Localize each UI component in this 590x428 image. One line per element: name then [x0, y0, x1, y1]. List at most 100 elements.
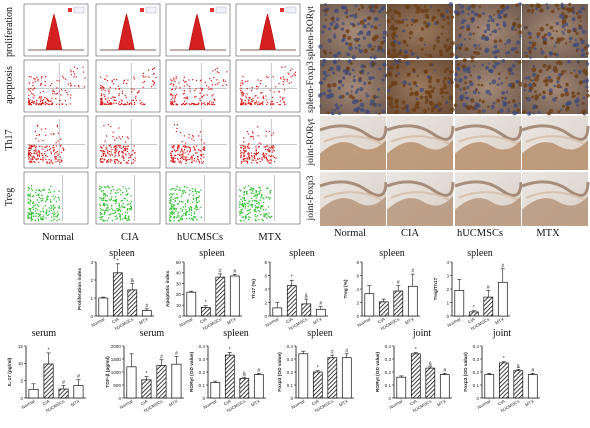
x-tick-label: Normal — [357, 317, 372, 328]
significance-mark: * — [146, 371, 148, 377]
ihc-col-label-mtx: MTX — [536, 228, 560, 239]
y-tick-label: 500 — [113, 383, 121, 388]
flow-panel — [23, 115, 89, 169]
flow-panel — [235, 3, 301, 57]
bar — [513, 370, 524, 399]
y-tick-label: 0.2 — [287, 370, 294, 375]
chart-title-r2c6: joint — [492, 328, 512, 339]
y-tick-label: 0 — [356, 314, 359, 319]
ihc-tile — [454, 116, 523, 170]
y-tick-label: 1000 — [111, 370, 122, 375]
ihc-tile — [319, 172, 388, 226]
bar — [200, 307, 211, 317]
significance-mark: * — [48, 347, 50, 353]
y-tick-label: 8 — [264, 260, 267, 265]
significance-mark: & — [517, 364, 521, 370]
y-tick-label: 0 — [202, 396, 205, 401]
bar — [454, 290, 465, 317]
y-tick-label: 6 — [356, 273, 359, 278]
y-tick-label: 4 — [264, 287, 267, 292]
bar — [43, 363, 54, 399]
ihc-col-label-cia: CIA — [401, 228, 420, 239]
bar — [112, 272, 123, 317]
x-tick-label: CIA — [467, 317, 476, 325]
y-tick-label: 50 — [176, 260, 182, 265]
ihc-tile — [522, 2, 590, 60]
chart-title-r2c5: joint — [412, 328, 432, 339]
significance-mark: & — [429, 361, 433, 367]
flow-panel — [95, 3, 161, 57]
bar — [527, 374, 538, 399]
flow-panel — [23, 59, 89, 113]
significance-mark: * — [291, 275, 293, 281]
x-tick-label: CIA — [409, 399, 418, 407]
bar-chart: 0 0.1 0.2 0.3 0.4 Foxp3 (OD value) Normal * CIA &… — [463, 344, 540, 413]
y-tick-label: 0.1 — [473, 383, 480, 388]
chart-title-r1c1: spleen — [109, 248, 135, 259]
y-tick-label: 0 — [446, 314, 449, 319]
flow-panel — [165, 3, 231, 57]
x-tick-label: MTX — [338, 399, 349, 408]
ihc-row-labels: spleen-RORγt spleen-Foxp3 joint-RORγt jo… — [306, 6, 316, 222]
chart-title-r2c4: spleen — [307, 328, 333, 339]
y-axis-label: Foxp3 (OD value) — [277, 352, 283, 392]
y-axis-label: Treg (%) — [343, 279, 349, 298]
x-tick-label: MTX — [312, 317, 323, 326]
x-tick-label: CIA — [377, 317, 386, 325]
bar — [327, 357, 338, 399]
chart-title-r2c2: serum — [140, 328, 165, 339]
x-tick-label: Normal — [21, 399, 36, 410]
y-tick-label: 0.2 — [199, 370, 206, 375]
chart-title-r2c1: serum — [32, 328, 57, 339]
ihc-tile — [386, 172, 455, 226]
ihc-col-label-hucmscs: hUCMSCs — [457, 228, 503, 239]
ihc-col-label-normal: Normal — [334, 228, 366, 239]
y-tick-label: 10 — [18, 361, 24, 366]
y-tick-label: 0.3 — [287, 357, 294, 362]
significance-mark: * — [317, 365, 319, 371]
ihc-tile — [453, 2, 523, 60]
chart-title-r1c5: spleen — [467, 248, 493, 259]
col-label-cia: CIA — [121, 232, 140, 243]
y-tick-label: 4 — [356, 287, 359, 292]
chart-title-r2c3: spleen — [223, 328, 249, 339]
col-label-hucmscs: hUCMSCs — [177, 232, 223, 243]
bar — [171, 363, 182, 399]
y-tick-label: 5 — [20, 378, 23, 383]
y-tick-label: 10 — [176, 303, 182, 308]
y-axis-label: Th17 (%) — [251, 279, 257, 299]
bar-chart: 0 0.1 0.2 0.3 0.4 RORγt (OD value) Normal * CIA &… — [189, 344, 266, 413]
y-tick-label: 0 — [264, 314, 267, 319]
y-tick-label: 0 — [290, 396, 293, 401]
bar-chart: 0 0.1 0.2 0.3 0.4 Foxp3 (OD value) Normal * CIA #… — [277, 344, 354, 413]
significance-mark: # — [345, 348, 348, 354]
x-tick-label: CIA — [111, 317, 120, 325]
ihc-tile — [521, 116, 590, 170]
ihc-tile — [454, 172, 523, 226]
x-tick-label: CIA — [223, 399, 232, 407]
bar-chart: 0 0.1 0.2 0.3 0.4 RORγt (OD value) Normal * CIA &… — [375, 344, 452, 413]
flow-panel — [23, 171, 89, 225]
bar — [141, 379, 152, 399]
significance-mark: * — [229, 347, 231, 353]
y-tick-label: 30 — [176, 281, 182, 286]
bar — [497, 281, 508, 317]
y-tick-label: 2 — [446, 287, 449, 292]
y-tick-label: 1500 — [111, 357, 122, 362]
y-tick-label: 0.1 — [199, 383, 206, 388]
significance-mark: # — [531, 368, 534, 374]
x-tick-label: Normal — [291, 399, 306, 410]
y-tick-label: 0.4 — [385, 344, 392, 349]
flow-panel — [165, 59, 231, 113]
bar — [28, 388, 39, 399]
significance-mark: & — [243, 372, 247, 378]
x-tick-label: CIA — [42, 399, 51, 407]
y-axis-label: Proliferation index — [77, 268, 83, 310]
ihc-tile — [318, 3, 388, 60]
significance-mark: # — [62, 380, 65, 386]
chart-section-titles: spleen spleen spleen spleen spleen serum… — [32, 248, 512, 339]
bar — [156, 365, 167, 399]
bar — [341, 357, 352, 399]
significance-mark: # — [175, 351, 178, 357]
